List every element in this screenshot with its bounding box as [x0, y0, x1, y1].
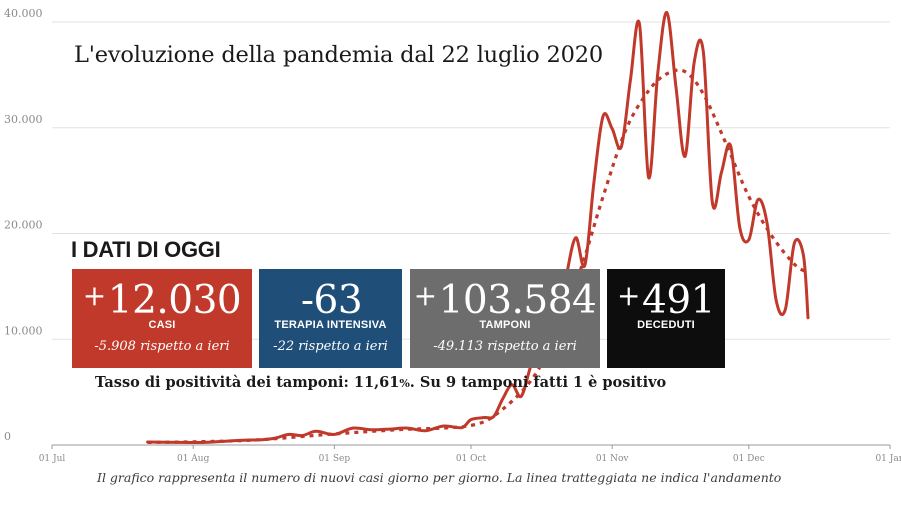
x-tick-label: 01 Oct: [456, 454, 487, 464]
card-deaths-label: DECEDUTI: [637, 319, 695, 331]
card-swabs-delta-suffix: rispetto a ieri: [483, 339, 577, 354]
card-cases-sign: +: [82, 279, 106, 312]
chart-title: L'evoluzione della pandemia dal 22 lugli…: [74, 42, 603, 68]
positivity-percent-sign: %: [399, 377, 410, 390]
chart-caption: Il grafico rappresenta il numero di nuov…: [97, 470, 782, 485]
x-axis-ticks: 01 Jul 01 Aug 01 Sep 01 Oct 01 Nov 01 Dec 01 J…: [39, 445, 901, 464]
x-tick-label: 01 Aug: [177, 454, 210, 464]
card-deaths: +491 DECEDUTI: [607, 269, 725, 368]
card-intensive-care: -63 TERAPIA INTENSIVA -22 rispetto a ier…: [259, 269, 402, 368]
y-tick-label: 20.000: [4, 219, 43, 232]
y-tick-label: 10.000: [4, 324, 43, 337]
card-deaths-sign: +: [617, 279, 640, 312]
y-tick-label: 30.000: [4, 113, 43, 126]
card-cases: +12.030 CASI -5.908 rispetto a ieri: [72, 269, 252, 368]
positivity-rate-text: Tasso di positività dei tamponi: 11,61%.…: [95, 374, 666, 391]
y-tick-label: 0: [4, 430, 11, 443]
card-swabs: +103.584 TAMPONI -49.113 rispetto a ieri: [410, 269, 600, 368]
card-intensive-care-delta: -22: [273, 339, 295, 354]
card-cases-delta-suffix: rispetto a ieri: [135, 339, 230, 354]
card-cases-delta: -5.908: [94, 339, 136, 354]
x-tick-label: 01 Jan: [875, 454, 901, 464]
card-intensive-care-delta-suffix: rispetto a ieri: [294, 339, 388, 354]
card-deaths-value: 491: [642, 278, 715, 323]
card-cases-label: CASI: [148, 319, 176, 331]
card-swabs-delta: -49.113: [433, 339, 484, 354]
positivity-suffix: . Su 9 tamponi fatti 1 è positivo: [409, 374, 667, 391]
card-swabs-value: 103.584: [438, 278, 597, 323]
x-tick-label: 01 Jul: [39, 454, 66, 464]
card-swabs-sign: +: [413, 279, 437, 312]
card-swabs-label: TAMPONI: [479, 319, 531, 331]
card-intensive-care-label: TERAPIA INTENSIVA: [274, 319, 387, 331]
todays-data-heading: I DATI DI OGGI: [71, 237, 221, 262]
x-tick-label: 01 Nov: [596, 454, 630, 464]
positivity-prefix: Tasso di positività dei tamponi: 11,61: [95, 374, 400, 391]
card-cases-value: 12.030: [107, 278, 242, 323]
card-intensive-care-value: -63: [300, 278, 363, 323]
y-axis-ticks: 0 10.000 20.000 30.000 40.000: [4, 7, 43, 443]
y-tick-label: 40.000: [4, 7, 43, 20]
x-tick-label: 01 Dec: [733, 454, 765, 464]
chart-series: [146, 10, 810, 445]
x-tick-label: 01 Sep: [319, 454, 351, 464]
